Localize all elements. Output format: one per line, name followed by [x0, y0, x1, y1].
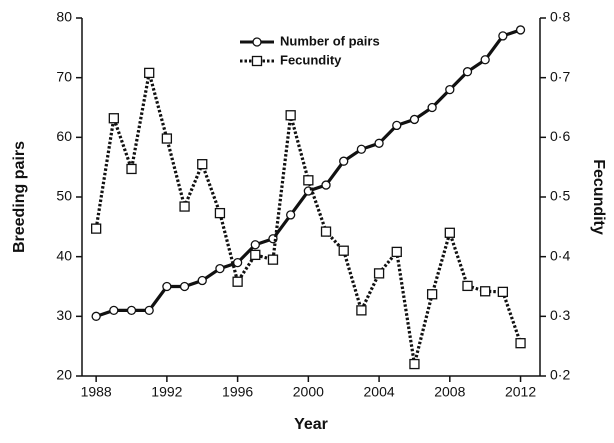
marker [392, 120, 402, 131]
marker [109, 305, 119, 316]
marker [144, 305, 154, 316]
x-tick-label: 1988 [81, 384, 112, 400]
marker [91, 311, 101, 321]
y2-tick-label: 0·2 [550, 367, 570, 383]
x-tick-label: 1992 [151, 384, 182, 400]
marker [197, 275, 207, 286]
marker [197, 159, 208, 170]
marker [214, 207, 226, 219]
marker [356, 144, 367, 154]
marker [445, 84, 455, 95]
y2-tick-label: 0·7 [550, 68, 570, 84]
marker [126, 305, 137, 316]
marker [515, 338, 526, 349]
marker [267, 254, 279, 265]
y-tick-label: 40 [56, 247, 72, 263]
marker [444, 227, 455, 238]
marker [250, 249, 261, 261]
y-tick-label: 20 [56, 367, 72, 383]
marker [427, 102, 437, 113]
y2-tick-label: 0·5 [550, 188, 570, 204]
marker [286, 210, 296, 220]
x-tick-label: 2008 [434, 384, 465, 400]
y2-tick-label: 0·8 [550, 9, 570, 25]
marker [144, 67, 155, 79]
marker [303, 175, 314, 186]
marker [161, 133, 173, 144]
y-tick-label: 50 [56, 188, 72, 204]
marker [515, 25, 526, 35]
y-tick-label: 80 [56, 9, 72, 25]
legend-label: Number of pairs [280, 33, 380, 48]
y-tick-label: 60 [56, 128, 72, 144]
x-tick-label: 2004 [364, 384, 395, 400]
marker [252, 37, 262, 47]
marker [391, 246, 402, 258]
y-axis-label: Breeding pairs [11, 141, 28, 253]
series-line [94, 72, 523, 365]
legend-label: Fecundity [280, 52, 342, 67]
marker [409, 114, 420, 125]
marker [179, 281, 190, 292]
marker [321, 180, 331, 190]
marker [409, 358, 420, 370]
marker [320, 226, 332, 237]
marker [232, 276, 243, 287]
marker [480, 55, 490, 65]
x-tick-label: 2000 [293, 384, 324, 400]
x-axis-label: Year [294, 416, 328, 433]
marker [480, 286, 491, 297]
marker [250, 240, 260, 250]
marker [90, 223, 102, 234]
y2-tick-label: 0·4 [550, 247, 570, 263]
x-tick-label: 2012 [505, 384, 536, 400]
y-tick-label: 70 [56, 68, 72, 84]
marker [162, 281, 172, 292]
marker [285, 110, 296, 121]
x-tick-label: 1996 [222, 384, 253, 400]
marker [426, 289, 438, 300]
marker [356, 305, 367, 316]
marker [497, 286, 509, 298]
marker [108, 113, 119, 124]
marker [251, 55, 263, 67]
y2-tick-label: 0·6 [550, 128, 570, 144]
marker [338, 245, 349, 256]
marker [179, 201, 190, 212]
marker [498, 31, 508, 41]
marker [462, 67, 473, 77]
y-tick-label: 30 [56, 307, 72, 323]
marker [215, 263, 225, 274]
marker [373, 268, 385, 279]
y2-axis-label: Fecundity [590, 159, 607, 235]
marker [374, 138, 384, 148]
series-line [95, 28, 522, 318]
marker [126, 163, 137, 175]
marker [339, 156, 349, 166]
marker [462, 280, 473, 292]
y2-tick-label: 0·3 [550, 307, 570, 323]
